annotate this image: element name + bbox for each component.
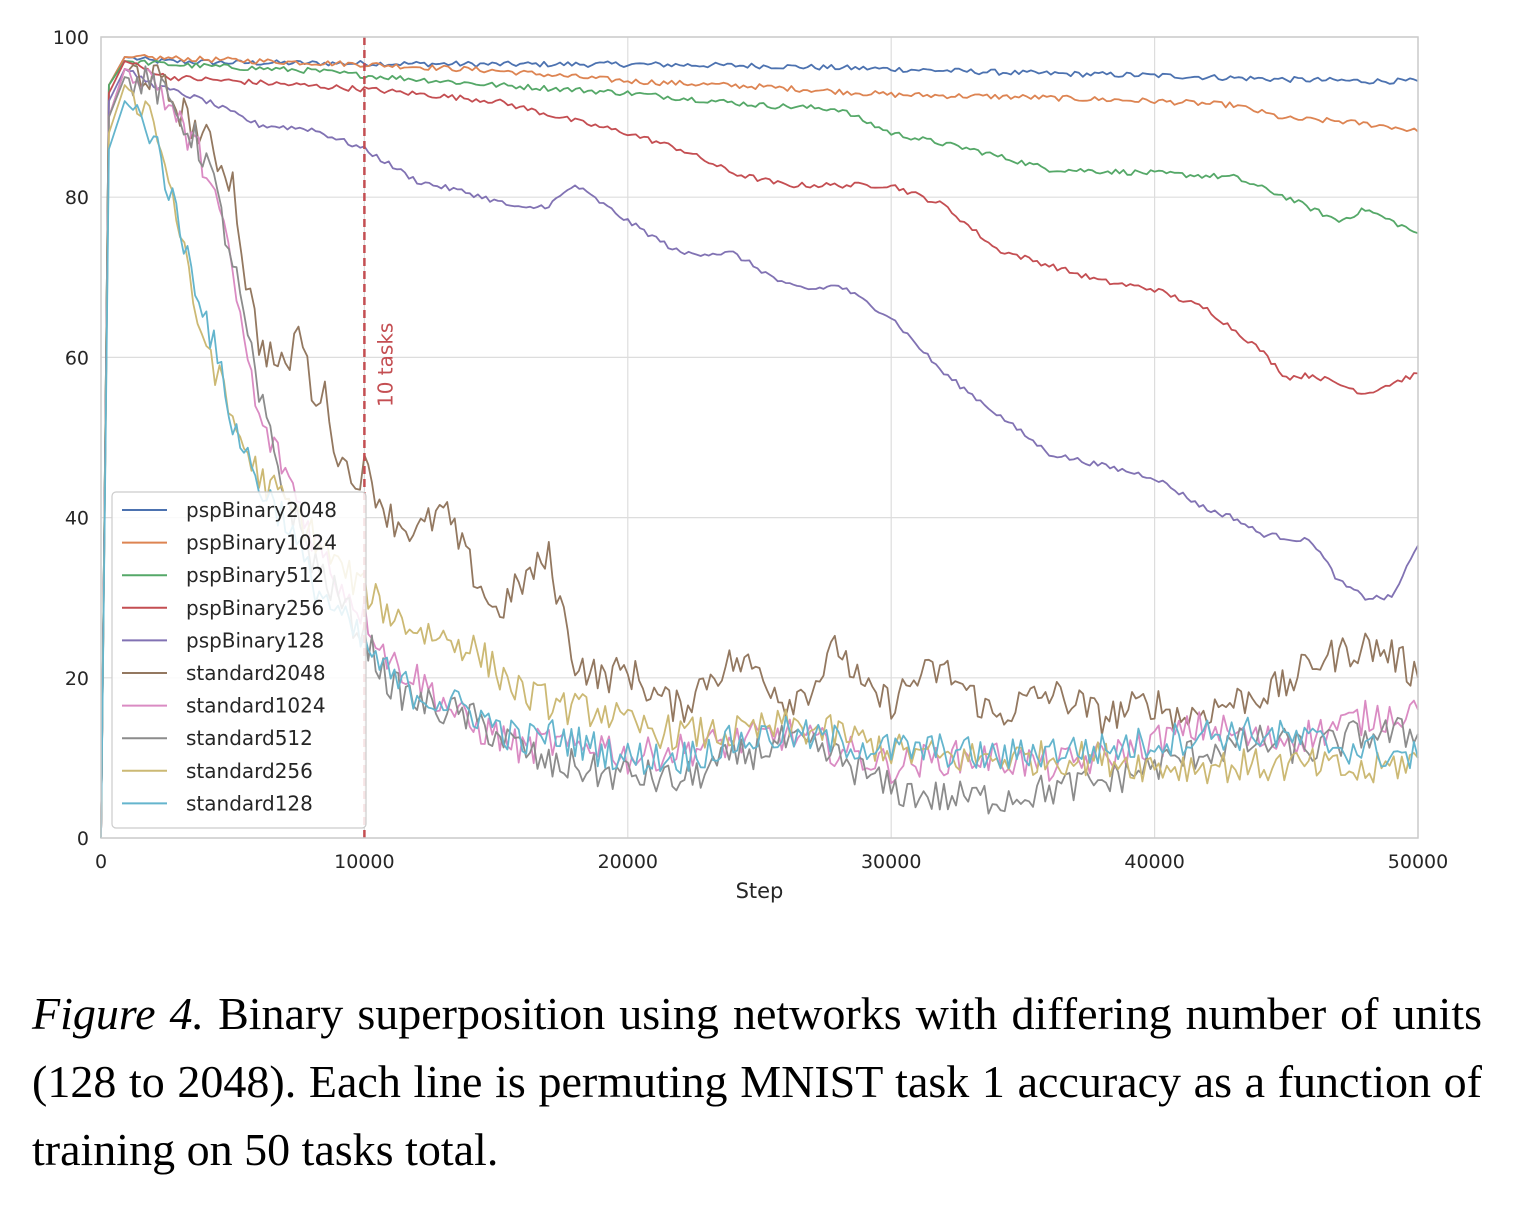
y-tick-label: 60 [65,347,89,369]
legend-entry: standard1024 [186,694,326,718]
y-tick-label: 80 [65,187,89,209]
legend-entry: pspBinary512 [186,563,324,587]
annotation: 10 tasks [363,37,397,838]
x-tick-label: 50000 [1388,851,1448,873]
legend-entry: pspBinary1024 [186,531,337,555]
legend-entry: pspBinary2048 [186,498,337,522]
x-tick-label: 20000 [598,851,658,873]
ten-tasks-label: 10 tasks [373,323,397,407]
caption-label: Figure 4. [32,988,205,1039]
y-tick-label: 0 [77,828,89,850]
y-tick-label: 100 [53,27,89,49]
x-tick-label: 30000 [861,851,921,873]
x-tick-label: 0 [95,851,107,873]
tick-labels: 0 10000 20000 30000 40000 50000 0 20 40 60 80 100 [53,27,1448,873]
plot-frame [100,36,1419,839]
x-tick-label: 10000 [334,851,394,873]
legend-box [111,491,367,829]
x-tick-label: 40000 [1124,851,1184,873]
y-tick-label: 20 [65,668,89,690]
series-line-pspBinary1024 [100,54,1419,839]
legend-entry: standard256 [186,759,313,783]
legend-entry: standard512 [186,726,313,750]
series-line-pspBinary512 [100,59,1419,839]
y-tick-label: 40 [65,508,89,530]
legend: pspBinary2048 pspBinary1024 pspBinary512 ps… [111,491,367,829]
caption-text: Binary superposition using networks with… [32,988,1483,1175]
legend-entry: pspBinary128 [186,628,324,652]
series-line-pspBinary128 [100,68,1419,839]
series-line-pspBinary256 [100,60,1419,839]
figure-caption: Figure 4. Binary superposition using net… [32,980,1482,1184]
series-line-standard2048 [100,64,1419,839]
legend-entry: standard128 [186,791,313,815]
legend-entry: pspBinary256 [186,596,324,620]
x-axis-label: Step [736,879,784,903]
legend-entry: standard2048 [186,661,326,685]
line-chart: 10 tasks 0 10000 20000 30000 40000 50000 0 20 40… [53,27,1448,903]
